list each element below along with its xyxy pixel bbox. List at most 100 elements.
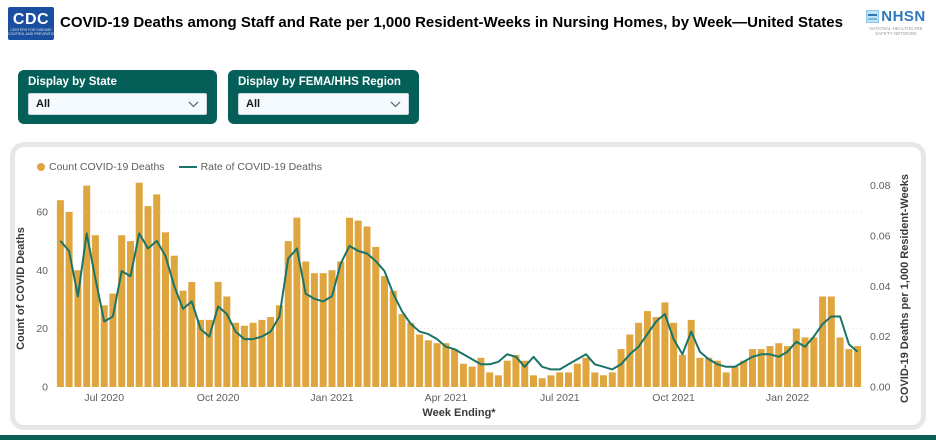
bar[interactable] (784, 346, 791, 387)
bar[interactable] (565, 372, 572, 387)
bar[interactable] (819, 296, 827, 388)
bar[interactable] (91, 235, 99, 387)
bar[interactable] (468, 366, 476, 387)
bar[interactable] (486, 372, 494, 387)
bar[interactable] (65, 211, 73, 387)
legend-item-count[interactable]: Count COVID-19 Deaths (37, 161, 165, 173)
bar[interactable] (205, 319, 213, 387)
bar[interactable] (232, 322, 240, 387)
bar[interactable] (854, 346, 862, 387)
region-select[interactable]: All (238, 93, 409, 115)
bar[interactable] (740, 360, 748, 387)
bar[interactable] (678, 354, 686, 387)
bar[interactable] (127, 241, 134, 387)
bar[interactable] (512, 354, 520, 387)
bar[interactable] (56, 200, 64, 387)
bar[interactable] (477, 357, 485, 387)
bar[interactable] (836, 337, 844, 387)
bar[interactable] (302, 261, 310, 388)
bar[interactable] (582, 357, 590, 387)
bar[interactable] (661, 302, 669, 387)
bar[interactable] (538, 378, 546, 387)
line-series-dash-icon (178, 166, 197, 168)
bar[interactable] (407, 322, 415, 387)
bar[interactable] (845, 349, 853, 387)
bar[interactable] (731, 366, 739, 387)
bar[interactable] (337, 261, 345, 388)
bar[interactable] (162, 232, 169, 387)
bar[interactable] (687, 319, 695, 387)
bar[interactable] (810, 337, 818, 387)
bar[interactable] (275, 305, 283, 387)
bar[interactable] (696, 357, 704, 387)
bar[interactable] (600, 375, 607, 387)
bar[interactable] (363, 226, 371, 388)
bar[interactable] (267, 317, 275, 387)
bar[interactable] (179, 290, 187, 387)
bar[interactable] (258, 319, 266, 387)
bar[interactable] (109, 293, 117, 387)
bar[interactable] (381, 276, 388, 387)
bar[interactable] (319, 273, 327, 387)
bar[interactable] (713, 360, 721, 387)
bar[interactable] (775, 343, 783, 387)
bar[interactable] (118, 235, 126, 387)
bar[interactable] (547, 375, 555, 387)
bar[interactable] (135, 182, 143, 387)
bar[interactable] (494, 375, 502, 387)
bar[interactable] (240, 325, 248, 387)
bar[interactable] (442, 343, 450, 387)
bar[interactable] (328, 270, 336, 387)
bar[interactable] (608, 372, 616, 387)
bar[interactable] (424, 340, 432, 387)
bar[interactable] (451, 349, 459, 387)
bar[interactable] (503, 360, 511, 387)
bar[interactable] (670, 322, 678, 387)
bar[interactable] (170, 255, 178, 387)
bar[interactable] (293, 217, 301, 387)
bar[interactable] (556, 372, 564, 387)
bar[interactable] (792, 328, 800, 387)
bar[interactable] (100, 305, 108, 387)
state-select[interactable]: All (28, 93, 207, 115)
bar[interactable] (153, 194, 161, 387)
bar[interactable] (249, 322, 257, 387)
bar[interactable] (652, 317, 660, 387)
bar[interactable] (521, 360, 529, 387)
bar[interactable] (749, 349, 756, 387)
bar[interactable] (223, 296, 231, 388)
bar[interactable] (398, 314, 406, 387)
bar[interactable] (188, 281, 196, 387)
bar[interactable] (144, 206, 152, 387)
bar[interactable] (284, 241, 292, 387)
bar[interactable] (354, 220, 362, 387)
bar[interactable] (722, 372, 730, 387)
bar[interactable] (214, 281, 222, 387)
x-axis-tick: Jan 2022 (766, 392, 809, 404)
bar[interactable] (433, 343, 441, 387)
bar[interactable] (372, 246, 380, 387)
bar[interactable] (83, 185, 91, 387)
bar[interactable] (757, 349, 765, 387)
bar[interactable] (310, 273, 318, 387)
bar[interactable] (197, 319, 204, 387)
bar[interactable] (635, 322, 643, 387)
bar[interactable] (530, 375, 537, 387)
bar[interactable] (643, 311, 651, 387)
bar[interactable] (591, 372, 599, 387)
bar[interactable] (801, 337, 809, 387)
bar[interactable] (346, 217, 353, 387)
left-axis-tick: 20 (36, 323, 48, 335)
bar[interactable] (74, 270, 82, 387)
legend-item-rate[interactable]: Rate of COVID-19 Deaths (178, 161, 322, 173)
rate-line[interactable] (59, 232, 859, 371)
bar[interactable] (827, 296, 835, 388)
bar[interactable] (766, 346, 774, 387)
bar[interactable] (626, 334, 634, 388)
bar[interactable] (389, 290, 397, 387)
bar[interactable] (705, 357, 713, 387)
bar[interactable] (573, 363, 581, 387)
bar[interactable] (617, 349, 625, 387)
bar[interactable] (416, 334, 424, 388)
bar[interactable] (459, 363, 467, 387)
